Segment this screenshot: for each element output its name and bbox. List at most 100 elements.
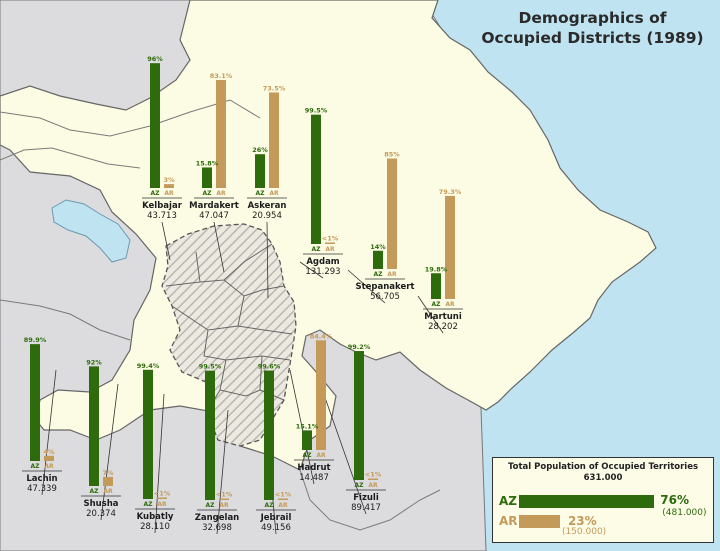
ar-tick-askeran: AR xyxy=(269,190,279,197)
summary-ar-label: AR xyxy=(499,514,518,528)
leader-line-kubatly xyxy=(154,393,165,534)
az-bar-stepanakert xyxy=(373,250,383,269)
az-bar-jebrail xyxy=(264,370,274,500)
ar-percent-askeran: 73.5% xyxy=(263,84,286,92)
summary-az-label: AZ xyxy=(499,494,517,508)
az-bar-fizuli xyxy=(354,351,364,480)
ar-percent-mardakert: 83.1% xyxy=(210,72,233,80)
internal-border-line xyxy=(0,147,141,169)
ar-tick-martuni: AR xyxy=(445,301,455,308)
district-population-hadrut: 14.487 xyxy=(299,473,329,483)
summary-ar-count: (150.000) xyxy=(561,527,607,537)
total-population-box: Total Population of Occupied Territories… xyxy=(492,457,714,543)
district-outline xyxy=(165,243,293,401)
ar-bar-mardakert xyxy=(216,79,226,188)
az-percent-askeran: 26% xyxy=(252,146,268,154)
map-title-line-2: Occupied Districts (1989) xyxy=(481,29,704,47)
az-percent-kubatly: 99.4% xyxy=(137,362,160,370)
district-population-mardakert: 47.047 xyxy=(199,211,229,221)
leader-line-mardakert xyxy=(213,221,225,273)
ar-percent-lachin: 4% xyxy=(43,448,55,456)
ar-tick-lachin: AR xyxy=(44,463,54,470)
district-name-askeran: Askeran xyxy=(248,201,287,211)
ar-percent-martuni: 79.3% xyxy=(439,188,462,196)
az-bar-martuni xyxy=(431,273,441,299)
az-bar-lachin xyxy=(30,344,40,461)
ar-bar-stepanakert xyxy=(387,158,397,269)
ar-bar-fizuli xyxy=(368,478,378,480)
ar-tick-hadrut: AR xyxy=(316,452,326,459)
ar-percent-zangelan: <1% xyxy=(216,491,233,499)
ar-bar-shusha xyxy=(103,476,113,486)
az-tick-shusha: AZ xyxy=(90,488,100,495)
district-name-kubatly: Kubatly xyxy=(137,512,174,522)
az-bar-kubatly xyxy=(143,369,153,499)
ar-tick-zangelan: AR xyxy=(219,502,229,509)
az-percent-martuni: 19.8% xyxy=(425,265,448,273)
az-tick-martuni: AZ xyxy=(432,301,442,308)
az-percent-hadrut: 15.1% xyxy=(296,422,319,430)
az-bar-askeran xyxy=(255,154,265,188)
ar-bar-hadrut xyxy=(316,340,326,450)
leader-line-hadrut xyxy=(289,369,315,485)
az-tick-stepanakert: AZ xyxy=(374,271,384,278)
az-tick-mardakert: AZ xyxy=(203,190,213,197)
ar-percent-agdam: <1% xyxy=(322,235,339,243)
az-bar-hadrut xyxy=(302,430,312,450)
district-name-stepanakert: Stepanakert xyxy=(355,282,414,292)
leader-line-kelbajar xyxy=(161,221,171,261)
summary-ar-bar xyxy=(519,515,560,528)
ar-tick-kubatly: AR xyxy=(157,501,167,508)
summary-heading: Total Population of Occupied Territories xyxy=(507,462,699,472)
ar-percent-hadrut: 84.4% xyxy=(310,332,333,340)
leader-line-askeran xyxy=(266,221,269,299)
district-population-kubatly: 28.110 xyxy=(140,522,170,532)
az-tick-hadrut: AZ xyxy=(303,452,313,459)
ar-bar-jebrail xyxy=(278,498,288,500)
ar-tick-shusha: AR xyxy=(103,488,113,495)
ar-tick-agdam: AR xyxy=(325,246,335,253)
leader-line-agdam xyxy=(299,261,324,279)
az-tick-zangelan: AZ xyxy=(206,502,216,509)
az-bar-kelbajar xyxy=(150,63,160,189)
az-bar-shusha xyxy=(89,366,99,486)
az-tick-askeran: AZ xyxy=(256,190,266,197)
az-tick-lachin: AZ xyxy=(31,463,41,470)
ar-tick-jebrail: AR xyxy=(278,502,288,509)
az-tick-kubatly: AZ xyxy=(144,501,154,508)
ar-tick-stepanakert: AR xyxy=(387,271,397,278)
az-bar-mardakert xyxy=(202,167,212,188)
district-name-zangelan: Zangelan xyxy=(195,513,240,523)
ar-percent-jebrail: <1% xyxy=(275,491,292,499)
az-percent-zangelan: 99.5% xyxy=(199,363,222,371)
az-percent-jebrail: 99.6% xyxy=(258,363,281,371)
az-percent-lachin: 89.9% xyxy=(24,336,47,344)
leader-line-martuni xyxy=(417,295,444,334)
az-bar-zangelan xyxy=(205,370,215,500)
summary-ar-percent: 23% xyxy=(567,514,597,528)
internal-border-line xyxy=(0,299,131,341)
az-percent-kelbajar: 96% xyxy=(147,55,163,63)
leader-line-stepanakert xyxy=(347,269,386,304)
district-population-stepanakert: 56.705 xyxy=(370,292,400,302)
az-percent-agdam: 99.5% xyxy=(305,107,328,115)
ar-percent-kubatly: <1% xyxy=(154,490,171,498)
az-tick-jebrail: AZ xyxy=(265,502,275,509)
map-title: Demographics of Occupied Districts (1989… xyxy=(470,8,715,48)
ar-percent-kelbajar: 3% xyxy=(163,176,175,184)
district-population-agdam: 131.293 xyxy=(305,267,340,277)
district-population-shusha: 20.374 xyxy=(86,509,116,519)
